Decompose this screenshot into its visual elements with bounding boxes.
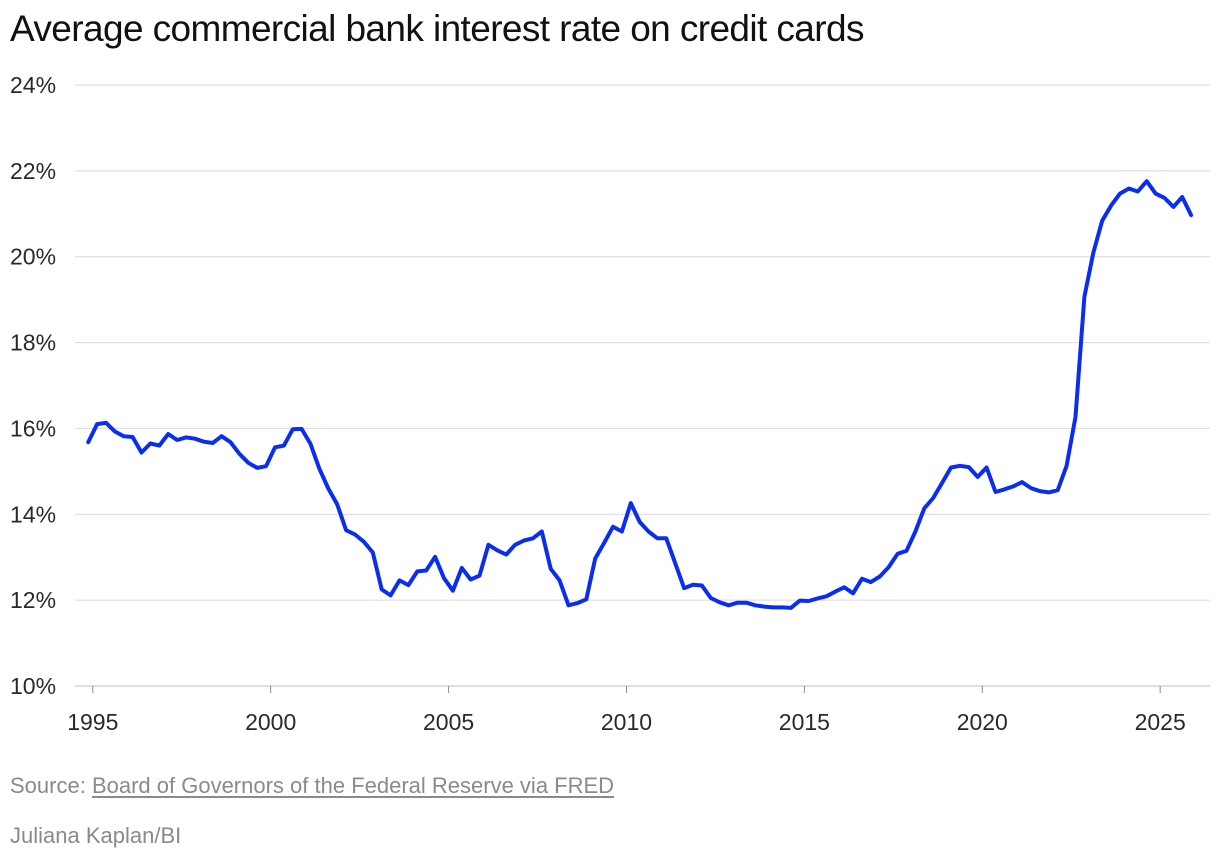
x-tick-label: 2005 <box>423 709 474 735</box>
series-line-credit-card-rate <box>86 179 1194 610</box>
x-tick-label: 2015 <box>779 709 830 735</box>
source-prefix: Source: <box>10 773 92 798</box>
x-tick-label: 2025 <box>1135 709 1186 735</box>
source-link[interactable]: Board of Governors of the Federal Reserv… <box>91 773 615 798</box>
y-tick-label: 12% <box>10 587 56 613</box>
x-tick-label: 2010 <box>601 709 652 735</box>
source-note: Source: Board of Governors of the Federa… <box>10 771 614 801</box>
author-credit: Juliana Kaplan/BI <box>10 823 182 848</box>
y-tick-label: 10% <box>10 673 56 699</box>
x-axis: 1995 2000 2005 2010 2015 2020 2025 <box>67 686 1186 735</box>
series <box>86 179 1194 610</box>
y-tick-label: 20% <box>10 244 56 270</box>
x-tick-label: 2020 <box>957 709 1008 735</box>
y-tick-label: 18% <box>10 330 56 356</box>
x-tick-label: 1995 <box>67 709 118 735</box>
x-tick-label: 2000 <box>245 709 296 735</box>
gridlines <box>75 84 1210 687</box>
line-chart: 10% 12% 14% 16% 18% 20% 22% 24% 1995 2000 2005 201… <box>10 72 1210 735</box>
y-tick-label: 22% <box>10 158 56 184</box>
y-tick-label: 16% <box>10 415 56 441</box>
y-axis: 10% 12% 14% 16% 18% 20% 22% 24% <box>10 72 56 699</box>
chart-title: Average commercial bank interest rate on… <box>10 8 864 49</box>
y-tick-label: 24% <box>10 72 56 98</box>
y-tick-label: 14% <box>10 501 56 527</box>
